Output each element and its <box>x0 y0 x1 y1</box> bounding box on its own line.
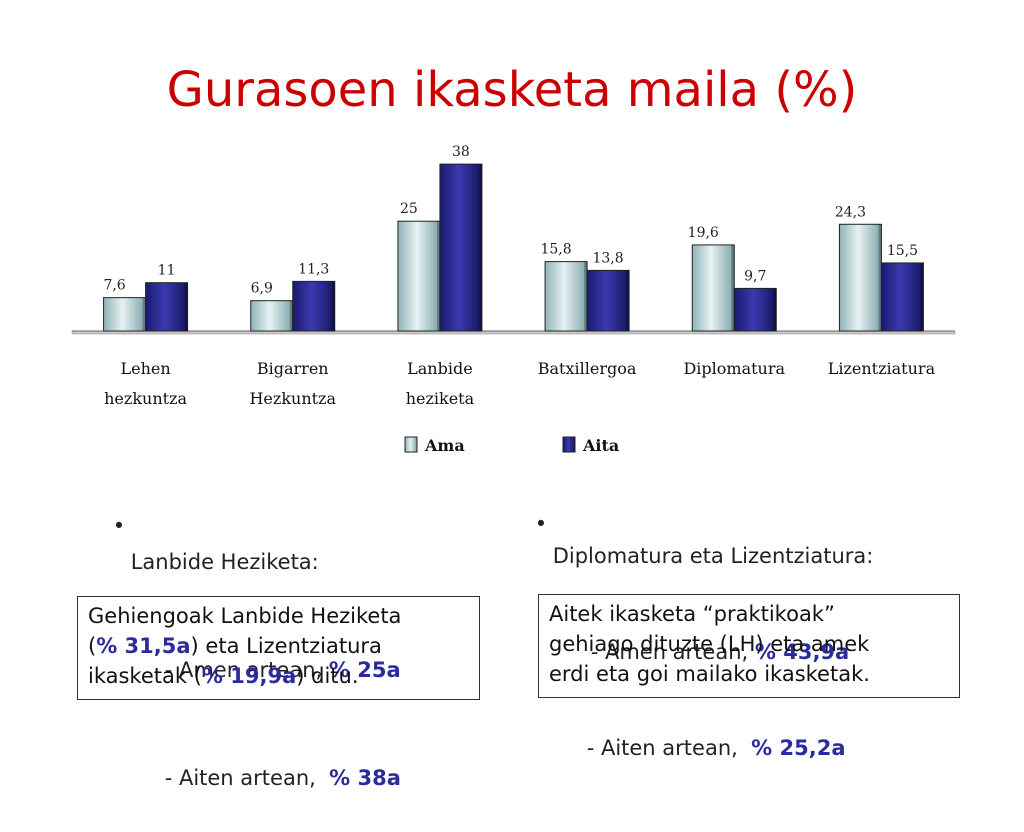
left-box-value1: % 31,5a <box>96 634 191 658</box>
bar-shade <box>731 244 735 331</box>
bar-aita <box>586 269 630 332</box>
left-bullet-line1: - Amen artean, <box>164 658 329 682</box>
data-label: 25 <box>400 201 418 217</box>
bar-shade <box>478 164 482 331</box>
category-label: heziketa <box>406 389 475 408</box>
data-label: 15,5 <box>887 243 918 259</box>
bar-aita <box>292 280 336 332</box>
right-bullet-line1: - Amen artean, <box>590 640 755 664</box>
category-label: Lehen <box>120 359 170 378</box>
data-label: 13,8 <box>592 250 623 266</box>
data-label: 9,7 <box>744 268 766 284</box>
left-bullet-value2: % 38a <box>329 766 401 790</box>
bullet-marker: • <box>112 514 126 538</box>
left-box-text: ikasketak ( <box>88 664 202 688</box>
bar-shade <box>920 262 924 331</box>
bar-ama <box>691 244 735 332</box>
legend-label: Aita <box>582 436 619 455</box>
right-box-line2: gehiago dituzte (LH) eta amek <box>549 632 870 656</box>
legend-label: Ama <box>424 436 465 455</box>
right-summary-box: Aitek ikasketa “praktikoak” gehiago ditu… <box>538 594 960 698</box>
bar-shade <box>878 224 882 331</box>
bar-aita <box>880 262 924 332</box>
bar-shade <box>436 221 440 331</box>
bar-ama <box>838 223 882 332</box>
data-label: 38 <box>452 144 470 160</box>
right-box-line3: erdi eta goi mailako ikasketak. <box>549 662 870 686</box>
bar-aita <box>439 163 483 332</box>
bar-ama <box>250 300 294 332</box>
bar-shade <box>773 288 777 331</box>
left-box-value2: % 19,9a <box>201 664 297 688</box>
bar-shade <box>626 270 630 331</box>
data-label: 19,6 <box>688 225 719 241</box>
bar-shade <box>184 282 188 331</box>
bar-shade <box>142 297 146 331</box>
bar-chart: 7,6 11 Lehen hezkuntza 6,9 11,3 Bigarren Hezkun… <box>71 144 956 455</box>
data-label: 6,9 <box>251 281 273 297</box>
right-box-line1: Aitek ikasketa “praktikoak” <box>549 602 835 626</box>
right-bullet-line2: - Aiten artean, <box>586 736 752 760</box>
left-bullet-value1: % 25a <box>328 658 401 682</box>
left-bullet-line2: - Aiten artean, <box>164 766 330 790</box>
category-label: hezkuntza <box>104 389 187 408</box>
legend-swatch-aita <box>562 436 576 453</box>
right-bullet-value2: % 25,2a <box>751 736 846 760</box>
bar-shade <box>289 300 293 331</box>
category-label: Diplomatura <box>683 359 785 378</box>
bar-ama <box>397 220 441 332</box>
left-box-text: ( <box>88 634 97 658</box>
right-bullet-block: • Diplomatura eta Lizentziatura: - Amen … <box>508 476 874 796</box>
bar-aita <box>145 282 189 332</box>
left-bullet-heading: Lanbide Heziketa: <box>130 550 319 574</box>
category-label: Lanbide <box>407 359 473 378</box>
right-bullet-value1: % 43,9a <box>754 640 850 664</box>
left-box-line1: Gehiengoak Lanbide Heziketa <box>88 604 402 628</box>
left-box-text: ) ditu. <box>296 664 359 688</box>
bar-aita <box>733 287 777 332</box>
bullet-marker: • <box>534 512 548 536</box>
right-bullet-heading: Diplomatura eta Lizentziatura: <box>552 544 874 568</box>
bar-shade <box>584 261 588 331</box>
page-title: Gurasoen ikasketa maila (%) <box>166 62 858 118</box>
bar-ama <box>103 297 147 332</box>
category-label: Bigarren <box>257 359 329 378</box>
data-label: 7,6 <box>103 278 125 294</box>
category-label: Batxillergoa <box>538 359 637 378</box>
bar-shade <box>331 281 335 331</box>
data-label: 11 <box>158 263 176 279</box>
left-box-text: ) eta Lizentziatura <box>190 634 382 658</box>
legend-swatch-ama <box>404 436 418 453</box>
data-label: 11,3 <box>298 261 329 277</box>
left-summary-box: Gehiengoak Lanbide Heziketa (% 31,5a) et… <box>77 596 480 700</box>
data-label: 24,3 <box>835 204 866 220</box>
bar-ama <box>544 261 588 332</box>
category-label: Lizentziatura <box>828 359 936 378</box>
data-label: 15,8 <box>540 242 571 258</box>
category-label: Hezkuntza <box>249 389 336 408</box>
